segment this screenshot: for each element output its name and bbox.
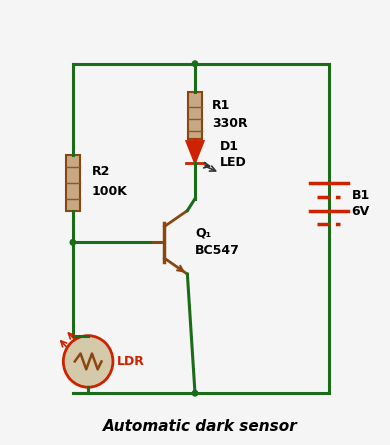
Circle shape xyxy=(63,336,113,387)
FancyBboxPatch shape xyxy=(188,92,202,139)
Text: B1: B1 xyxy=(351,189,370,202)
Circle shape xyxy=(192,61,198,66)
Text: Automatic dark sensor: Automatic dark sensor xyxy=(103,420,298,434)
Text: Q₁: Q₁ xyxy=(195,227,211,239)
Text: LED: LED xyxy=(220,156,246,169)
Circle shape xyxy=(70,239,76,245)
FancyBboxPatch shape xyxy=(66,155,80,210)
Polygon shape xyxy=(186,141,204,163)
Text: 100K: 100K xyxy=(92,185,128,198)
Text: BC547: BC547 xyxy=(195,244,240,257)
Text: LDR: LDR xyxy=(117,356,145,368)
Text: R2: R2 xyxy=(92,165,110,178)
Text: 6V: 6V xyxy=(351,205,370,218)
Circle shape xyxy=(192,390,198,396)
Text: 330R: 330R xyxy=(212,117,248,130)
Text: D1: D1 xyxy=(220,140,239,153)
Text: R1: R1 xyxy=(212,99,230,113)
